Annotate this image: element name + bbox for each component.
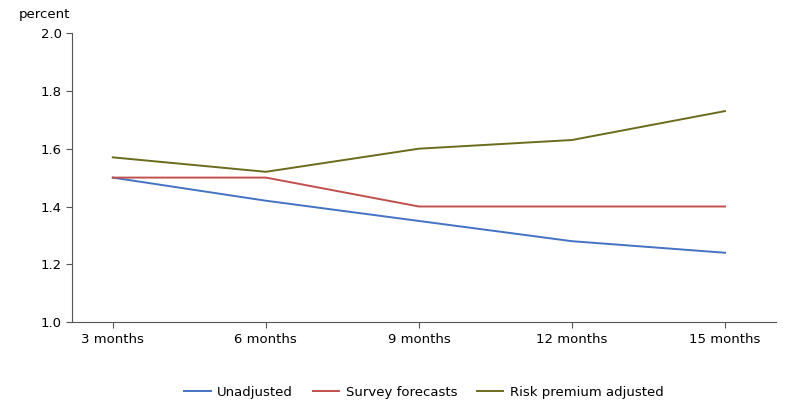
Risk premium adjusted: [414, 146, 424, 151]
Survey forecasts: [567, 204, 577, 209]
Unadjusted: [414, 218, 424, 223]
Survey forecasts: [414, 204, 424, 209]
Risk premium adjusted: [108, 155, 118, 160]
Survey forecasts: [261, 175, 270, 180]
Unadjusted: [567, 239, 577, 244]
Risk premium adjusted: [567, 138, 577, 142]
Survey forecasts: [108, 175, 118, 180]
Text: percent: percent: [19, 9, 70, 21]
Risk premium adjusted: [720, 109, 730, 114]
Line: Survey forecasts: Survey forecasts: [113, 178, 725, 206]
Unadjusted: [108, 175, 118, 180]
Survey forecasts: [720, 204, 730, 209]
Unadjusted: [261, 198, 270, 203]
Legend: Unadjusted, Survey forecasts, Risk premium adjusted: Unadjusted, Survey forecasts, Risk premi…: [179, 381, 669, 404]
Unadjusted: [720, 250, 730, 255]
Line: Risk premium adjusted: Risk premium adjusted: [113, 111, 725, 172]
Line: Unadjusted: Unadjusted: [113, 178, 725, 253]
Risk premium adjusted: [261, 169, 270, 174]
